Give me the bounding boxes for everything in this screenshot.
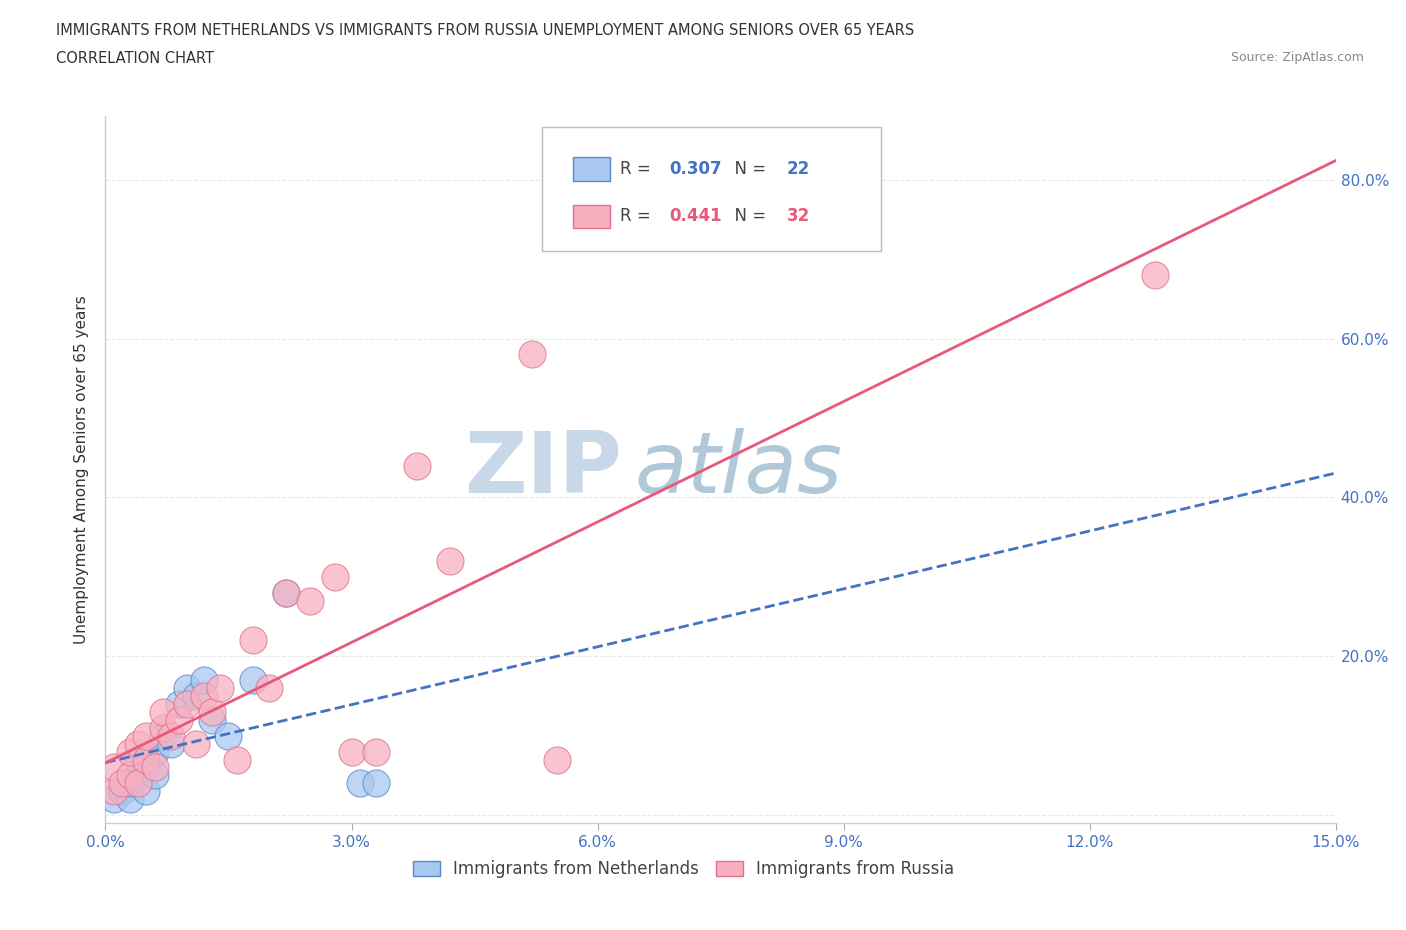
Point <box>135 784 157 799</box>
Legend: Immigrants from Netherlands, Immigrants from Russia: Immigrants from Netherlands, Immigrants … <box>413 860 955 878</box>
Text: 0.307: 0.307 <box>669 160 721 178</box>
Point <box>135 760 157 775</box>
Point <box>103 791 125 806</box>
Point <box>120 776 141 790</box>
Point <box>176 697 198 711</box>
Point <box>439 553 461 568</box>
Point <box>103 784 125 799</box>
Point <box>546 752 568 767</box>
Point <box>135 752 157 767</box>
Text: IMMIGRANTS FROM NETHERLANDS VS IMMIGRANTS FROM RUSSIA UNEMPLOYMENT AMONG SENIORS: IMMIGRANTS FROM NETHERLANDS VS IMMIGRANT… <box>56 23 914 38</box>
Point <box>120 768 141 783</box>
Text: atlas: atlas <box>634 428 842 512</box>
Text: ZIP: ZIP <box>464 428 621 512</box>
Point <box>1144 268 1167 283</box>
Y-axis label: Unemployment Among Seniors over 65 years: Unemployment Among Seniors over 65 years <box>75 296 90 644</box>
Text: 32: 32 <box>787 206 810 225</box>
Point <box>127 768 149 783</box>
FancyBboxPatch shape <box>574 205 610 228</box>
Point <box>218 728 240 743</box>
Point <box>120 791 141 806</box>
Point <box>274 585 297 600</box>
Text: R =: R = <box>620 206 655 225</box>
Point <box>323 569 346 584</box>
Point <box>193 672 215 687</box>
Point <box>201 704 224 719</box>
Point <box>176 681 198 696</box>
Point <box>152 721 174 736</box>
Point <box>340 744 363 759</box>
FancyBboxPatch shape <box>574 157 610 180</box>
Point <box>259 681 281 696</box>
Point <box>160 728 183 743</box>
Text: CORRELATION CHART: CORRELATION CHART <box>56 51 214 66</box>
Point <box>127 737 149 751</box>
Point <box>366 776 388 790</box>
Point <box>120 744 141 759</box>
Text: 0.441: 0.441 <box>669 206 721 225</box>
Point <box>143 760 166 775</box>
Point <box>520 347 543 362</box>
Text: N =: N = <box>724 206 772 225</box>
Point <box>349 776 371 790</box>
Point <box>225 752 247 767</box>
Point <box>127 752 149 767</box>
Text: 22: 22 <box>787 160 810 178</box>
Point <box>169 697 191 711</box>
Point <box>201 712 224 727</box>
Point <box>143 768 166 783</box>
Point <box>143 744 166 759</box>
Point <box>152 704 174 719</box>
Point <box>366 744 388 759</box>
Point <box>111 776 134 790</box>
Point <box>135 728 157 743</box>
Text: N =: N = <box>724 160 772 178</box>
Point <box>184 737 207 751</box>
Point <box>169 712 191 727</box>
Point <box>160 737 183 751</box>
Point <box>242 633 264 648</box>
Point <box>103 760 125 775</box>
Text: Source: ZipAtlas.com: Source: ZipAtlas.com <box>1230 51 1364 64</box>
Point <box>242 672 264 687</box>
Point <box>184 688 207 703</box>
FancyBboxPatch shape <box>543 126 880 250</box>
Point <box>127 776 149 790</box>
Point <box>406 458 429 473</box>
Point <box>274 585 297 600</box>
Point <box>111 784 134 799</box>
Text: R =: R = <box>620 160 655 178</box>
Point <box>299 593 322 608</box>
Point <box>152 728 174 743</box>
Point <box>193 688 215 703</box>
Point <box>209 681 232 696</box>
